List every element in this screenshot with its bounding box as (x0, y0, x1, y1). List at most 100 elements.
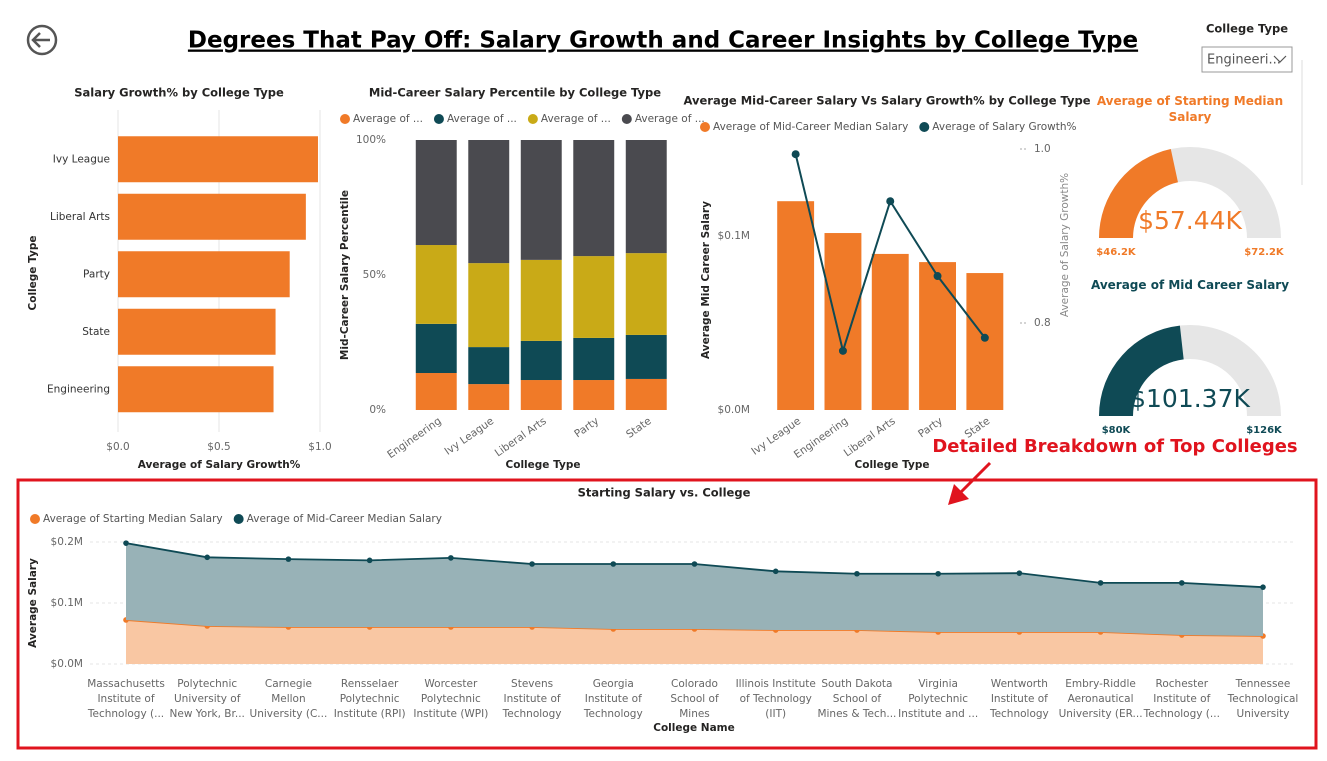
legend-label: Average of Mid-Career Median Salary (247, 513, 442, 525)
x-tick-label: $0.5 (207, 441, 230, 453)
chart-title: Salary Growth% by College Type (74, 86, 284, 100)
bar (919, 262, 956, 410)
bar-segment (520, 340, 562, 381)
legend-marker (621, 114, 632, 124)
x-tick-label: Technology (989, 708, 1049, 720)
area-point (1097, 580, 1104, 586)
gauge-min-label: $80K (1102, 425, 1132, 436)
bar-segment (625, 334, 667, 379)
area-point (854, 570, 860, 577)
y-tick-label: $0.0M (718, 404, 750, 416)
area-point (366, 557, 373, 564)
x-tick-label: of Technology (740, 693, 812, 705)
x-tick-label: Institute (WPI) (413, 708, 488, 720)
x-tick-label: Polytechnic (421, 693, 481, 705)
legend-label: Average of ... (353, 113, 423, 125)
line-point (933, 272, 942, 281)
x-tick-label: Party (572, 415, 601, 440)
bar-segment (415, 323, 457, 374)
gauge-min-label: $46.2K (1096, 247, 1137, 258)
x-tick-label: Virginia (918, 678, 958, 690)
bar-segment (520, 380, 562, 410)
legend-marker (700, 122, 710, 132)
annotation: Detailed Breakdown of Top Colleges (932, 436, 1297, 457)
slicer-dropdown[interactable]: Engineeri... (1201, 46, 1293, 73)
x-tick-label: Technology (502, 708, 562, 720)
y-axis-title: Average Salary (27, 558, 39, 648)
y-tick-label: Engineering (47, 383, 110, 395)
bar-segment (520, 259, 562, 341)
area-point (529, 561, 535, 567)
legend-marker (233, 514, 244, 524)
area-point (610, 561, 617, 567)
bar-segment (625, 253, 667, 335)
bar-segment (625, 140, 667, 254)
slicer-value[interactable]: Engineeri... (1207, 53, 1281, 68)
annotation-arrow (948, 461, 992, 505)
x-tick-label: South Dakota (821, 678, 892, 690)
y-tick-label: Ivy League (53, 153, 110, 165)
area-point (204, 554, 211, 561)
page-title: Degrees That Pay Off: Salary Growth and … (188, 28, 1138, 54)
x-tick-label: Institute and ... (898, 708, 978, 720)
legend-marker (433, 114, 444, 124)
area-fill (126, 543, 1263, 637)
slicer-title: College Type (1206, 22, 1288, 36)
x-tick-label: Engineering (385, 415, 443, 461)
bar-segment (415, 373, 457, 410)
y-tick-label: 0% (369, 404, 386, 416)
bar-segment (573, 380, 615, 410)
y-tick-label: $0.1M (51, 597, 83, 609)
x-tick-label: New York, Br... (170, 708, 245, 720)
y-tick-label: $0.2M (51, 536, 83, 548)
legend-label: Average of Mid-Career Median Salary (713, 121, 908, 133)
gauge-value-label: $101.37K (1130, 384, 1250, 413)
x-tick-label: Worcester (424, 678, 478, 690)
x-tick-label: Ivy League (442, 415, 496, 458)
area-point (123, 540, 129, 546)
bar-segment (625, 378, 667, 410)
x-tick-label: Liberal Arts (842, 415, 898, 459)
x-tick-label: Mines (679, 708, 710, 720)
bar-segment (415, 245, 457, 324)
bar-segment (468, 384, 510, 410)
legend-label: Average of ... (541, 113, 611, 125)
x-tick-label: Polytechnic (340, 693, 400, 705)
x-tick-label: Carnegie (265, 678, 312, 690)
y-tick-label: Party (83, 268, 110, 280)
x-tick-label: School of (670, 693, 719, 705)
bar-segment (468, 140, 510, 264)
highlight-box (16, 478, 1318, 750)
bar (118, 251, 290, 298)
bar-segment (573, 337, 615, 381)
x-tick-label: Institute of (504, 693, 561, 705)
bar (118, 366, 274, 413)
x-tick-label: Institute (RPI) (334, 708, 406, 720)
x-tick-label: Tennessee (1235, 678, 1291, 690)
y-axis-title: Mid-Career Salary Percentile (339, 190, 351, 360)
x-tick-label: $0.0 (106, 441, 129, 453)
x-tick-label: University (ER... (1059, 708, 1143, 720)
area-point (448, 555, 454, 561)
chart-title: Mid-Career Salary Percentile by College … (369, 86, 661, 100)
y2-tick-label: 0.8 (1034, 317, 1051, 329)
line-point (838, 346, 847, 355)
y-tick-label: 100% (356, 134, 386, 146)
area-point (1178, 580, 1185, 586)
y-tick-label: Liberal Arts (50, 211, 110, 223)
legend-marker (919, 122, 930, 132)
y-tick-label: $0.1M (718, 230, 750, 242)
area-point (285, 556, 292, 562)
y2-tick-label: 1.0 (1034, 143, 1051, 155)
line-point (886, 197, 895, 206)
gauge-title: Average of Starting Median Salary (1096, 94, 1284, 124)
legend-marker (527, 114, 538, 124)
gauge-value (1099, 325, 1184, 416)
bar (824, 233, 862, 410)
bar-segment (468, 263, 510, 348)
back-button[interactable] (26, 24, 58, 56)
x-tick-label: $1.0 (308, 441, 331, 453)
bar-segment (415, 140, 457, 246)
